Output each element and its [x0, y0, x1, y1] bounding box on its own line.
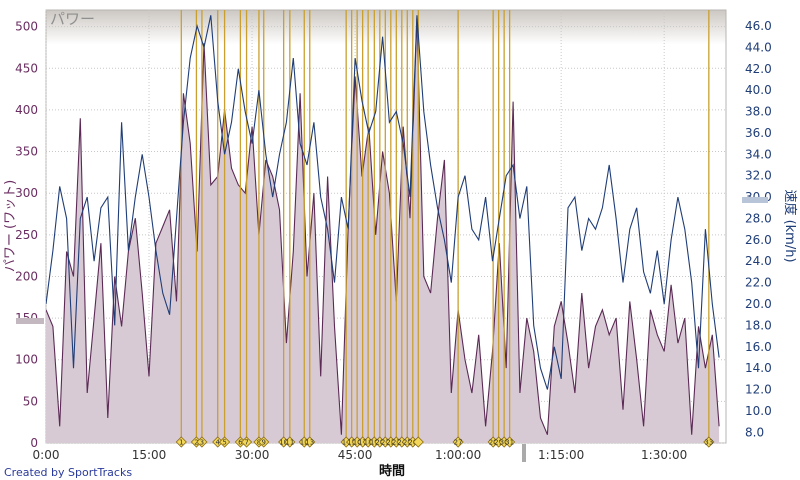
lap-label: 16 [353, 439, 362, 447]
y-left-tick-label: 250 [15, 228, 38, 242]
y-right-tick-label: 38.0 [745, 105, 772, 119]
credit-text: Created by SportTracks [4, 466, 132, 479]
y-axis-left-title: パワー (ワット) [3, 180, 18, 272]
lap-label: 30 [500, 439, 509, 447]
panel-title: パワー [50, 10, 95, 28]
x-axis-title: 時間 [379, 463, 405, 479]
y-right-tick-label: 26.0 [745, 233, 772, 247]
lap-label: 11 [285, 439, 294, 447]
y-right-tick-label: 28.0 [745, 211, 772, 225]
x-tick-label: 1:15:00 [538, 448, 584, 462]
lap-label: 24 [397, 439, 406, 447]
y-left-tick-label: 50 [23, 394, 38, 408]
lap-badge [412, 436, 424, 448]
y-left-tick-label: 0 [30, 436, 38, 450]
y-right-tick-label: 44.0 [745, 40, 772, 54]
lap-label: 2 [194, 439, 198, 447]
right-axis-marker [742, 197, 768, 203]
lap-badge [258, 436, 270, 448]
speed-line-path [46, 15, 720, 390]
left-axis-marker [16, 318, 44, 324]
lap-label: 18 [364, 439, 373, 447]
y-right-tick-label: 16.0 [745, 340, 772, 354]
lap-label: 3 [200, 439, 204, 447]
x-tick-label: 15:00 [132, 448, 167, 462]
x-ticks: 0:00 15:00 30:00 45:00 1:00:00 1:15:00 1:30:00 [33, 448, 688, 462]
x-tick-label: 1:30:00 [641, 448, 687, 462]
lap-label: 20 [375, 439, 384, 447]
lap-badge [284, 436, 296, 448]
lap-label: 10 [279, 439, 288, 447]
x-tick-label: 1:00:00 [435, 448, 481, 462]
power-area-fill [46, 18, 720, 443]
lap-label: 1 [179, 439, 183, 447]
lap-markers [180, 10, 710, 443]
y-left-ticks: 050100150200250300350400450500 [15, 20, 38, 450]
power-line [46, 18, 720, 435]
lap-label: 27 [454, 439, 463, 447]
x-axis-marker [522, 444, 526, 462]
y-right-tick-label: 34.0 [745, 147, 772, 161]
lap-badges: 1234567891011121314151617181920212223242… [175, 436, 715, 448]
lap-badge [196, 436, 208, 448]
speed-line [46, 15, 720, 390]
y-right-tick-label: 46.0 [745, 19, 772, 33]
lap-badge [175, 436, 187, 448]
x-tick-label: 0:00 [33, 448, 60, 462]
lap-label: 23 [392, 439, 401, 447]
lap-label: 21 [381, 439, 390, 447]
y-right-tick-label: 32.0 [745, 169, 772, 183]
y-left-tick-label: 200 [15, 269, 38, 283]
y-right-ticks: 8.0 10.0 12.0 14.0 16.0 18.0 20.0 22.0 24.0 26.0 2… [745, 19, 772, 439]
lap-badge [703, 436, 715, 448]
x-tick-label: 30:00 [235, 448, 270, 462]
y-axis-right-title: 速度 (km/h) [782, 189, 798, 262]
lap-label: 29 [494, 439, 503, 447]
y-right-tick-label: 18.0 [745, 318, 772, 332]
lap-badge [504, 436, 516, 448]
lap-label: 6 [238, 439, 243, 447]
y-right-tick-label: 8.0 [745, 425, 764, 439]
lap-badge [304, 436, 316, 448]
lap-badge [452, 436, 464, 448]
y-left-tick-label: 450 [15, 61, 38, 75]
lap-badge [219, 436, 231, 448]
lap-label: 12 [300, 439, 309, 447]
lap-label: 17 [358, 439, 367, 447]
y-right-tick-label: 22.0 [745, 276, 772, 290]
y-right-tick-label: 24.0 [745, 254, 772, 268]
y-left-tick-label: 300 [15, 186, 38, 200]
lap-label: 5 [222, 439, 226, 447]
lap-label: 7 [244, 439, 248, 447]
lap-label: 19 [370, 439, 379, 447]
lap-badge [241, 436, 253, 448]
lap-label: 33 [704, 439, 713, 447]
lap-label: 4 [215, 439, 220, 447]
y-left-tick-label: 500 [15, 20, 38, 34]
y-right-tick-label: 20.0 [745, 297, 772, 311]
y-right-tick-label: 12.0 [745, 383, 772, 397]
lap-label: 14 [342, 439, 351, 447]
lap-label: 9 [262, 439, 266, 447]
y-right-tick-label: 14.0 [745, 361, 772, 375]
lap-label: 13 [305, 439, 314, 447]
power-area [46, 18, 720, 443]
y-right-tick-label: 10.0 [745, 404, 772, 418]
lap-label: 22 [386, 439, 395, 447]
lap-label: 15 [347, 439, 356, 447]
x-tick-label: 45:00 [338, 448, 373, 462]
lap-label: 28 [489, 439, 498, 447]
y-right-tick-label: 36.0 [745, 126, 772, 140]
y-left-tick-label: 100 [15, 353, 38, 367]
y-left-tick-label: 350 [15, 145, 38, 159]
lap-label: 25 [403, 439, 412, 447]
lap-label: 31 [505, 439, 514, 447]
y-right-tick-label: 40.0 [745, 83, 772, 97]
lap-label: 26 [408, 439, 417, 447]
y-right-tick-label: 42.0 [745, 62, 772, 76]
y-left-tick-label: 400 [15, 103, 38, 117]
